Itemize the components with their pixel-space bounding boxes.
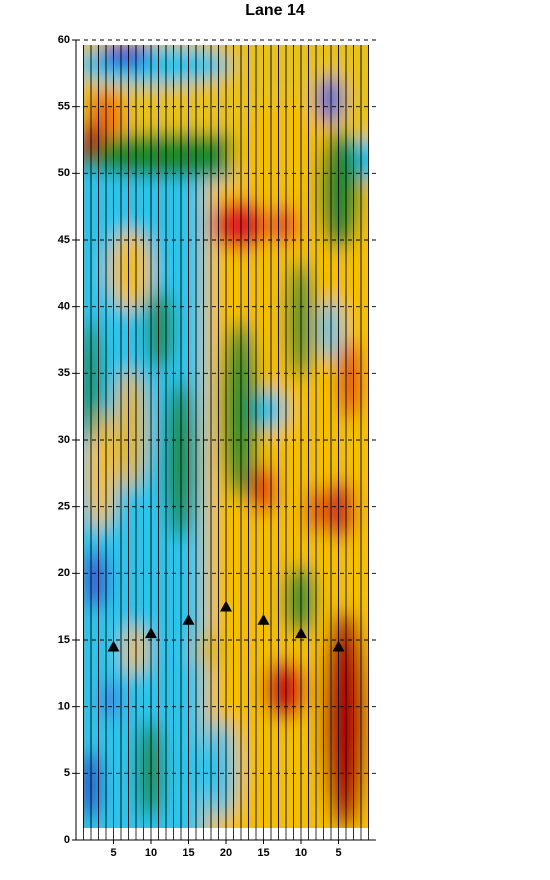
y-tick-label: 10 bbox=[58, 701, 70, 713]
y-tick-label: 25 bbox=[58, 501, 70, 513]
y-tick-label: 55 bbox=[58, 101, 70, 113]
x-tick-label: 5 bbox=[335, 847, 341, 859]
y-tick-label: 50 bbox=[58, 167, 70, 179]
y-tick-label: 45 bbox=[58, 234, 70, 246]
x-tick-label: 10 bbox=[295, 847, 307, 859]
x-tick-label: 15 bbox=[257, 847, 269, 859]
marker bbox=[332, 640, 345, 652]
marker bbox=[145, 627, 157, 639]
y-tick-label: 35 bbox=[58, 367, 70, 379]
marker bbox=[220, 600, 232, 612]
marker bbox=[295, 627, 307, 639]
y-tick-label: 0 bbox=[64, 834, 70, 846]
color-field bbox=[83, 45, 368, 828]
marker bbox=[182, 614, 195, 625]
y-tick-label: 30 bbox=[58, 434, 70, 446]
chart-title: Lane 14 bbox=[245, 2, 305, 19]
x-tick-label: 15 bbox=[182, 847, 194, 859]
marker bbox=[107, 640, 120, 652]
marker bbox=[257, 614, 270, 625]
y-tick-label: 60 bbox=[58, 34, 70, 46]
y-tick-label: 20 bbox=[58, 567, 70, 579]
x-tick-label: 20 bbox=[220, 847, 232, 859]
survey-lines bbox=[83, 45, 369, 840]
x-tick-label: 10 bbox=[145, 847, 157, 859]
y-tick-label: 40 bbox=[58, 301, 70, 313]
x-tick-label: 5 bbox=[110, 847, 116, 859]
y-tick-label: 15 bbox=[58, 634, 70, 646]
y-tick-label: 5 bbox=[64, 767, 70, 779]
